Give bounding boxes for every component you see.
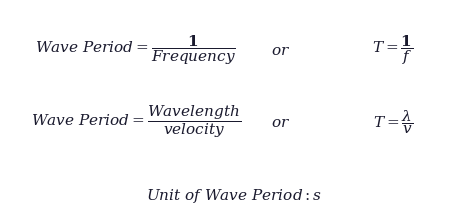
Text: $\mathbf{\mathit{Wave\ Period}} = \dfrac{\mathbf{1}}{\mathbf{\mathit{Frequency}}: $\mathbf{\mathit{Wave\ Period}} = \dfrac… bbox=[35, 33, 236, 67]
Text: $\mathbf{\mathit{T}} = \dfrac{\mathbf{\mathit{\lambda}}}{\mathbf{\mathit{v}}}$: $\mathbf{\mathit{T}} = \dfrac{\mathbf{\m… bbox=[373, 108, 413, 136]
Text: $\mathbf{\mathit{T}} = \dfrac{\mathbf{1}}{\mathbf{\mathit{f}}}$: $\mathbf{\mathit{T}} = \dfrac{\mathbf{1}… bbox=[373, 33, 414, 67]
Text: $\mathbf{\mathit{or}}$: $\mathbf{\mathit{or}}$ bbox=[271, 115, 291, 129]
Text: $\mathbf{\mathit{Wave\ Period}} = \dfrac{\mathbf{\mathit{Wavelength}}}{\mathbf{\: $\mathbf{\mathit{Wave\ Period}} = \dfrac… bbox=[31, 104, 241, 140]
Text: $\mathbf{\mathit{Unit\ of\ Wave\ Period}}: \mathbf{\mathit{s}}$: $\mathbf{\mathit{Unit\ of\ Wave\ Period}… bbox=[146, 187, 322, 205]
Text: $\mathbf{\mathit{or}}$: $\mathbf{\mathit{or}}$ bbox=[271, 43, 291, 58]
